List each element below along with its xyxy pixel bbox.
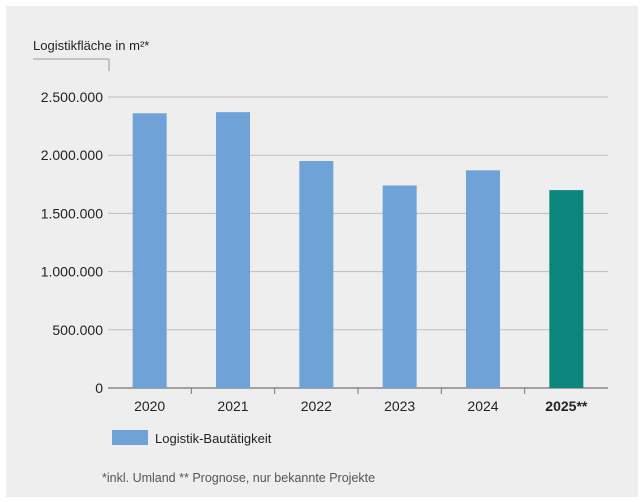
x-tick-label: 2023: [384, 398, 415, 414]
y-tick-label: 2.500.000: [41, 89, 103, 105]
bar: [466, 170, 500, 388]
bar-chart: Logistikfläche in m²* 0 500.000 1.000.000 1…: [33, 38, 608, 485]
bar-forecast: [549, 190, 584, 388]
y-tick-label: 0: [95, 380, 103, 396]
x-tick-label: 2022: [301, 398, 332, 414]
x-tick-label: 2021: [217, 398, 248, 414]
chart-panel: Logistikfläche in m²* 0 500.000 1.000.000 1…: [6, 6, 638, 497]
bar: [299, 161, 334, 388]
x-tick-label: 2024: [467, 398, 498, 414]
x-tick-label: 2020: [134, 398, 165, 414]
x-tick-label: 2025**: [545, 398, 588, 414]
legend-label: Logistik-Bautätigkeit: [155, 431, 272, 446]
legend-swatch: [112, 430, 148, 445]
y-tick-label: 2.000.000: [41, 147, 103, 163]
footnote: *inkl. Umland ** Prognose, nur bekannte …: [102, 471, 375, 485]
bar: [132, 113, 167, 389]
bar: [216, 112, 250, 388]
bar: [382, 185, 417, 388]
y-tick-label: 1.500.000: [41, 205, 103, 221]
unit-label: Logistikfläche in m²*: [33, 38, 149, 53]
y-tick-label: 1.000.000: [41, 264, 103, 280]
y-tick-label: 500.000: [52, 322, 103, 338]
